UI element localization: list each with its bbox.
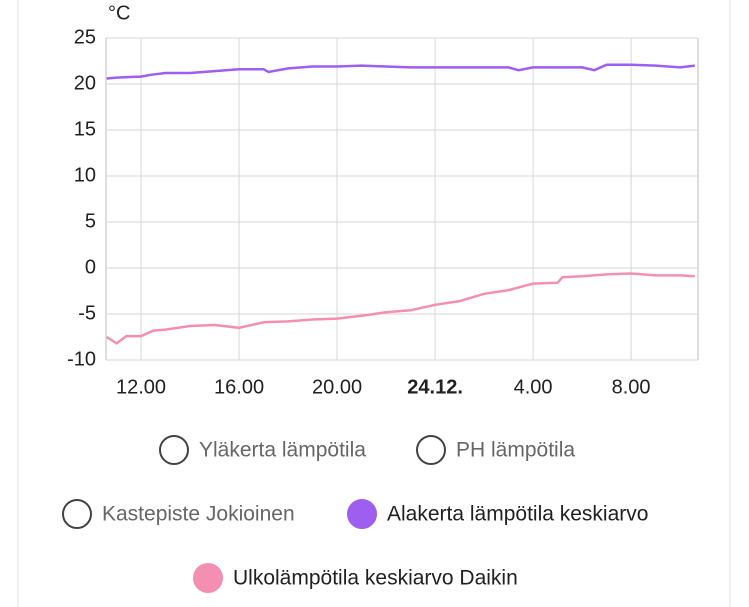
y-unit: °C — [108, 2, 130, 24]
legend-label[interactable]: Ulkolämpötila keskiarvo Daikin — [233, 567, 518, 590]
y-tick-label: -5 — [78, 302, 96, 324]
x-tick-label: 4.00 — [514, 376, 553, 398]
x-tick-label: 8.00 — [612, 376, 651, 398]
y-tick-label: 10 — [74, 164, 96, 186]
y-tick-label: -10 — [67, 348, 96, 370]
legend-label[interactable]: Kastepiste Jokioinen — [102, 503, 295, 526]
legend-label[interactable]: Yläkerta lämpötila — [199, 439, 366, 462]
legend-marker[interactable] — [347, 499, 377, 529]
legend-marker[interactable] — [416, 435, 446, 465]
y-tick-label: 25 — [74, 26, 96, 48]
legend-label[interactable]: Alakerta lämpötila keskiarvo — [387, 503, 648, 526]
y-tick-label: 15 — [74, 118, 96, 140]
legend-marker[interactable] — [159, 435, 189, 465]
legend-label[interactable]: PH lämpötila — [456, 439, 575, 462]
y-tick-label: 0 — [85, 256, 96, 278]
x-tick-label: 12.00 — [116, 376, 166, 398]
series-line — [106, 272, 695, 345]
legend-marker[interactable] — [193, 563, 223, 593]
y-tick-label: 20 — [74, 72, 96, 94]
x-tick-label: 24.12. — [407, 376, 463, 398]
x-tick-label: 16.00 — [214, 376, 264, 398]
y-tick-label: 5 — [85, 210, 96, 232]
legend-marker[interactable] — [62, 499, 92, 529]
x-tick-label: 20.00 — [312, 376, 362, 398]
series-line — [106, 63, 695, 80]
